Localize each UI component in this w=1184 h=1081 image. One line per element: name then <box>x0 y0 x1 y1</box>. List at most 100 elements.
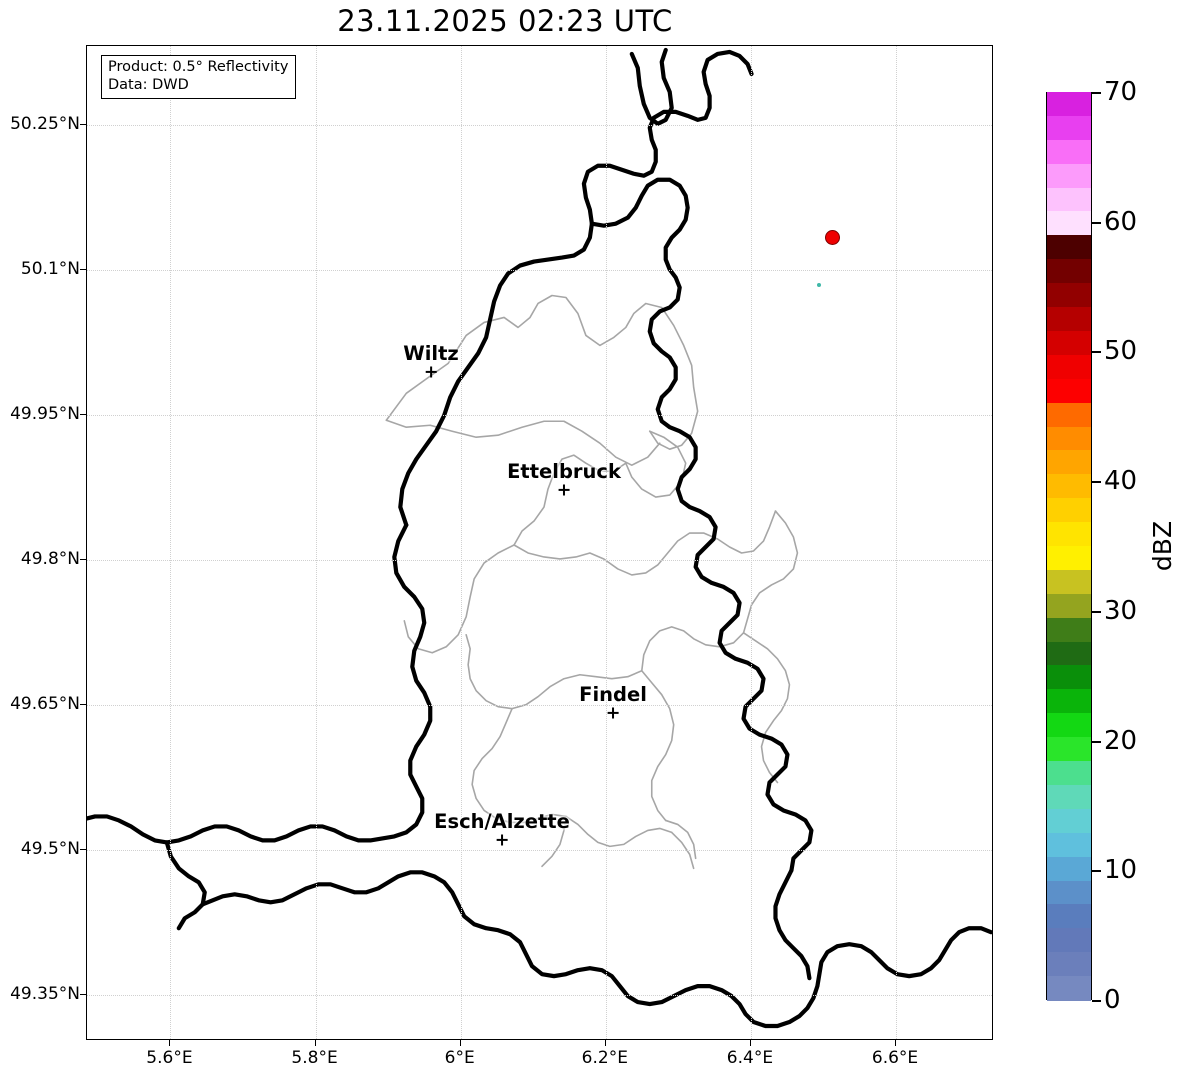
y-axis-tick-mark <box>80 848 86 850</box>
y-axis-tick-mark <box>80 993 86 995</box>
colorbar-band <box>1047 283 1091 309</box>
colorbar-band <box>1047 784 1091 810</box>
colorbar-band <box>1047 737 1091 763</box>
gridline-horizontal <box>87 559 992 561</box>
x-axis-tick-label: 6.6°E <box>871 1048 919 1068</box>
colorbar-band <box>1047 426 1091 452</box>
colorbar-tick-label: 20 <box>1104 725 1138 756</box>
colorbar-band <box>1047 115 1091 141</box>
gridline-vertical <box>170 46 172 1039</box>
y-axis-tick-label: 49.95°N <box>10 404 80 425</box>
cross-marker-icon <box>579 706 647 719</box>
colorbar-band <box>1047 856 1091 882</box>
x-axis-tick-mark <box>604 1040 606 1046</box>
city-label: Wiltz <box>403 342 459 365</box>
colorbar-band <box>1047 569 1091 595</box>
colorbar-band <box>1047 187 1091 213</box>
gridline-horizontal <box>87 994 992 996</box>
x-axis-tick-mark <box>895 1040 897 1046</box>
colorbar-band <box>1047 378 1091 404</box>
x-axis-tick-mark <box>749 1040 751 1046</box>
x-axis-tick-label: 5.6°E <box>146 1048 193 1068</box>
colorbar-band <box>1047 474 1091 500</box>
y-axis-tick-label: 50.1°N <box>20 259 80 280</box>
colorbar-tick-label: 30 <box>1104 595 1138 626</box>
gridline-horizontal <box>87 270 992 272</box>
colorbar-band <box>1047 307 1091 332</box>
colorbar-band <box>1047 402 1091 428</box>
colorbar-band <box>1047 211 1091 237</box>
colorbar-title: dBZ <box>1148 520 1177 572</box>
radar-map-panel[interactable]: Product: 0.5° Reflectivity Data: DWD Wil… <box>86 45 993 1040</box>
colorbar-band <box>1047 880 1091 906</box>
y-axis-tick-label: 50.25°N <box>10 114 80 135</box>
y-axis-tick-mark <box>80 558 86 560</box>
y-axis-tick-label: 49.65°N <box>10 693 80 714</box>
city-marker-ettelbruck: Ettelbruck <box>507 460 621 496</box>
cross-marker-icon <box>434 833 570 846</box>
x-axis-tick-mark <box>169 1040 171 1046</box>
colorbar-tick-mark <box>1092 221 1101 224</box>
y-axis-tick-mark <box>80 703 86 705</box>
cross-marker-icon <box>403 365 459 378</box>
colorbar-band <box>1047 976 1091 1001</box>
country-borders <box>87 47 992 1029</box>
colorbar-band <box>1047 665 1091 691</box>
colorbar-tick-mark <box>1092 870 1101 873</box>
colorbar-tick-mark <box>1092 481 1101 484</box>
x-axis-tick-label: 6°E <box>444 1048 475 1068</box>
colorbar-band <box>1047 546 1091 571</box>
echo-red-cell <box>824 229 840 245</box>
colorbar-band <box>1047 641 1091 667</box>
colorbar-band <box>1047 450 1091 476</box>
colorbar-band <box>1047 92 1091 117</box>
x-axis-tick-mark <box>459 1040 461 1046</box>
colorbar-tick-mark <box>1092 351 1101 354</box>
colorbar-band <box>1047 689 1091 715</box>
colorbar-band <box>1047 498 1091 524</box>
colorbar-band <box>1047 808 1091 834</box>
colorbar-band <box>1047 235 1091 261</box>
city-marker-wiltz: Wiltz <box>403 342 459 378</box>
map-geometry <box>87 47 992 1029</box>
y-axis-tick-label: 49.8°N <box>20 548 80 569</box>
colorbar-band <box>1047 522 1091 547</box>
y-axis-tick-label: 49.35°N <box>10 983 80 1004</box>
colorbar-tick-mark <box>1092 740 1101 743</box>
colorbar-tick-label: 60 <box>1104 206 1138 237</box>
colorbar[interactable] <box>1046 92 1092 1001</box>
colorbar-band <box>1047 617 1091 643</box>
x-axis-tick-label: 6.2°E <box>581 1048 628 1068</box>
colorbar-band <box>1047 163 1091 189</box>
colorbar-band <box>1047 952 1091 978</box>
colorbar-band <box>1047 354 1091 380</box>
colorbar-band <box>1047 832 1091 858</box>
gridline-vertical <box>605 46 607 1039</box>
colorbar-band <box>1047 761 1091 786</box>
colorbar-tick-mark <box>1092 610 1101 613</box>
info-product-line: Product: 0.5° Reflectivity <box>108 59 289 75</box>
colorbar-band <box>1047 904 1091 930</box>
city-label: Ettelbruck <box>507 460 621 483</box>
district-borders <box>385 294 799 870</box>
gridline-vertical <box>750 46 752 1039</box>
x-axis-tick-label: 6.4°E <box>726 1048 774 1068</box>
colorbar-band <box>1047 139 1091 165</box>
gridline-horizontal <box>87 704 992 706</box>
colorbar-band <box>1047 259 1091 285</box>
gridline-vertical <box>315 46 317 1039</box>
colorbar-tick-label: 50 <box>1104 336 1138 367</box>
cross-marker-icon <box>507 483 621 496</box>
colorbar-tick-label: 0 <box>1104 985 1121 1015</box>
city-label: Esch/Alzette <box>434 810 570 833</box>
city-marker-findel: Findel <box>579 683 647 719</box>
info-data-line: Data: DWD <box>108 76 189 93</box>
colorbar-tick-label: 70 <box>1104 77 1138 107</box>
page-title: 23.11.2025 02:23 UTC <box>337 4 673 38</box>
x-axis-tick-label: 5.8°E <box>291 1048 338 1068</box>
colorbar-band <box>1047 713 1091 739</box>
info-box: Product: 0.5° Reflectivity Data: DWD <box>101 55 297 100</box>
echo-teal-speck <box>817 283 821 287</box>
city-marker-esch-alzette: Esch/Alzette <box>434 810 570 846</box>
y-axis-tick-mark <box>80 414 86 416</box>
